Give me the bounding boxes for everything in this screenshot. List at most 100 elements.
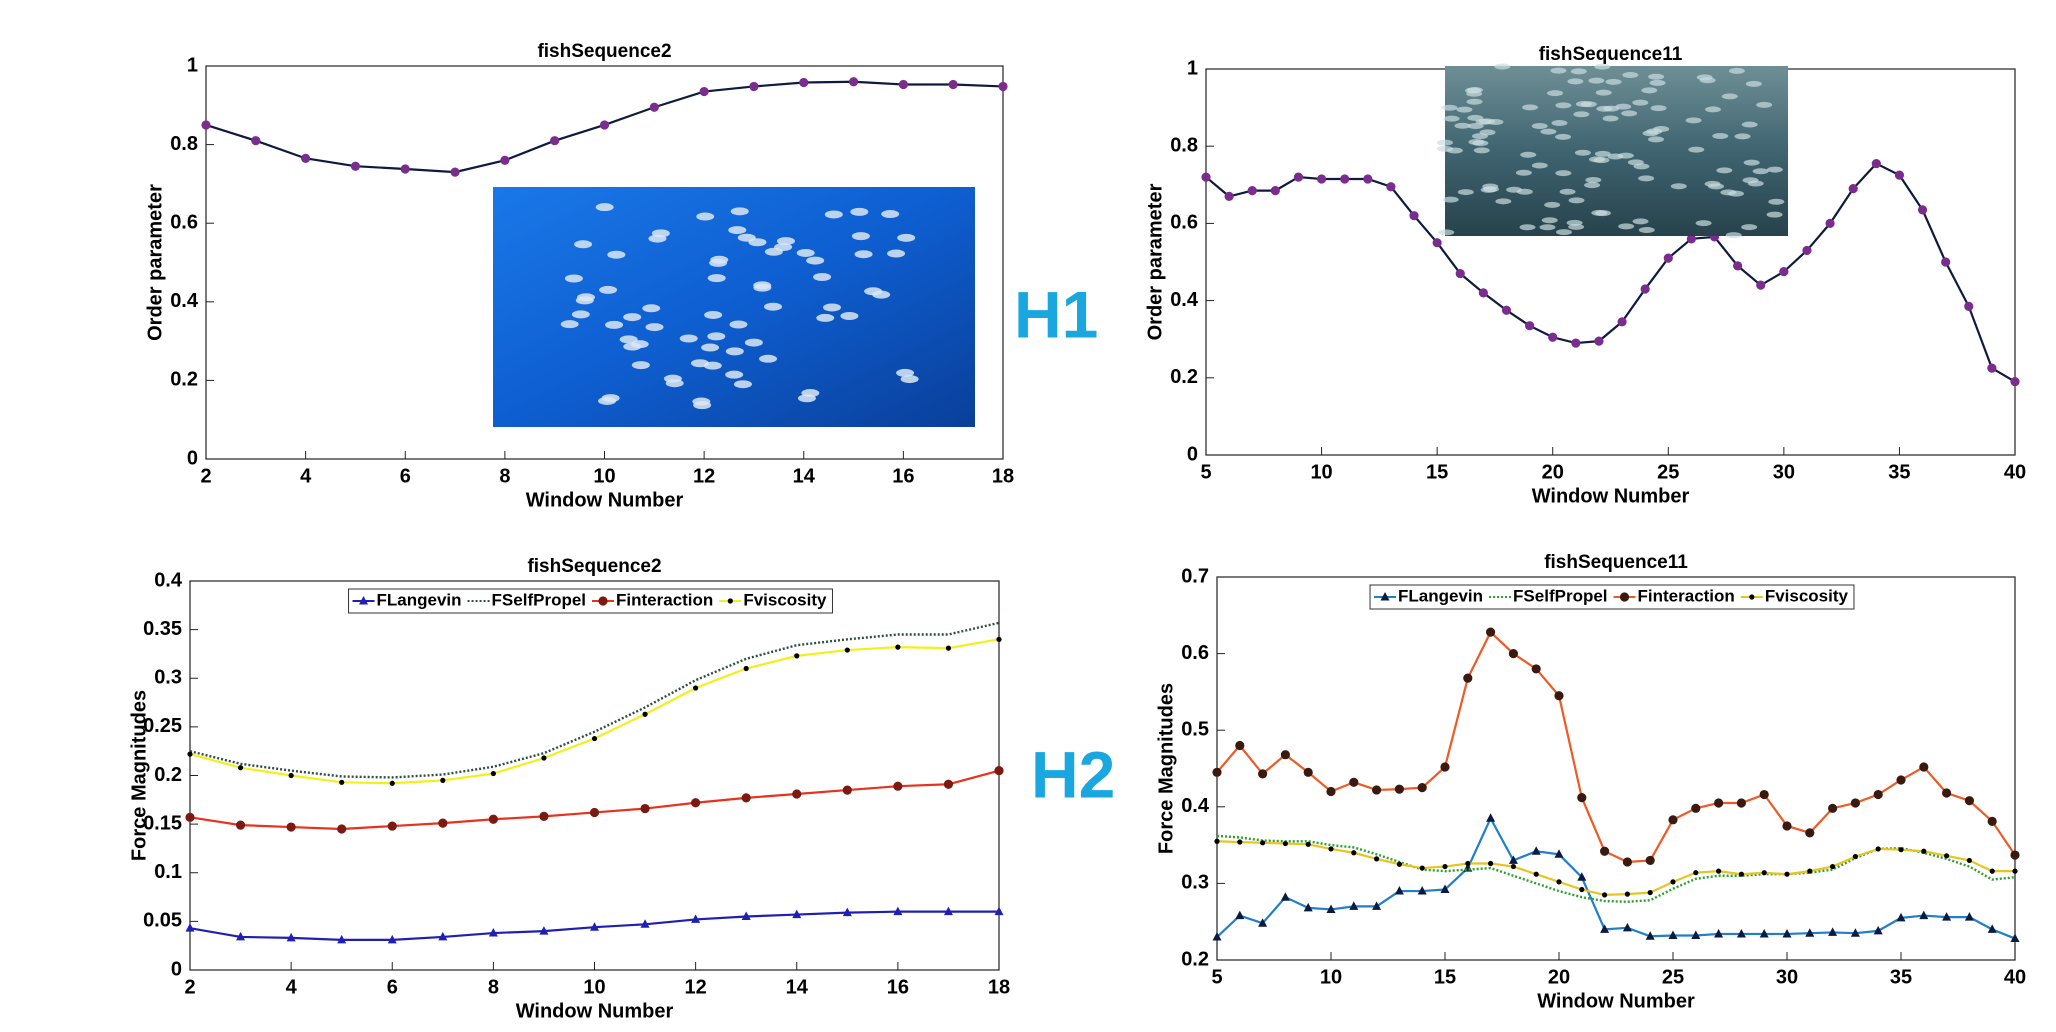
- marker: [1943, 789, 1951, 797]
- x-tick-label: 35: [1890, 966, 1912, 988]
- fish: [1622, 72, 1638, 78]
- marker: [1235, 911, 1244, 920]
- x-tick-label: 12: [693, 465, 715, 487]
- marker: [1283, 841, 1288, 846]
- fish: [1632, 100, 1648, 106]
- fish: [1639, 227, 1655, 233]
- x-tick-label: 10: [593, 465, 615, 487]
- y-axis-label: Force Magnitudes: [1155, 683, 1177, 854]
- marker: [289, 773, 294, 778]
- marker: [2012, 869, 2017, 874]
- x-tick-label: 18: [988, 976, 1010, 998]
- fish: [704, 311, 722, 319]
- fish: [561, 320, 579, 328]
- legend: FLangevinFSelfPropelFinteractionFviscosi…: [1370, 585, 1854, 609]
- x-tick-label: 16: [887, 976, 909, 998]
- series-line: [1217, 818, 2015, 938]
- fish: [850, 208, 868, 216]
- marker: [388, 822, 396, 830]
- fish: [728, 226, 746, 234]
- chart-title: fishSequence11: [1544, 552, 1688, 573]
- panel-label: H2: [1031, 737, 1115, 811]
- y-tick-label: 0: [171, 958, 182, 980]
- marker: [1271, 187, 1279, 195]
- marker: [1876, 846, 1881, 851]
- fish: [1648, 74, 1664, 80]
- x-tick-label: 4: [300, 465, 312, 487]
- fish: [1588, 78, 1604, 84]
- fish: [1560, 189, 1576, 195]
- y-tick-label: 0.8: [1170, 134, 1198, 156]
- y-tick-label: 0.8: [170, 133, 198, 155]
- fish: [623, 313, 641, 321]
- marker: [1895, 171, 1903, 179]
- fish: [1606, 79, 1622, 85]
- fish: [806, 257, 824, 265]
- marker: [1965, 302, 1973, 310]
- y-tick-label: 0.05: [143, 910, 182, 932]
- x-tick-label: 14: [793, 465, 816, 487]
- marker: [1341, 175, 1349, 183]
- fish: [1551, 120, 1567, 126]
- fish: [1442, 105, 1458, 111]
- marker: [894, 782, 902, 790]
- fish: [1741, 224, 1757, 230]
- x-tick-label: 8: [499, 465, 510, 487]
- marker: [351, 162, 359, 170]
- marker: [692, 799, 700, 807]
- marker: [1990, 869, 1995, 874]
- y-tick-label: 0.4: [1170, 289, 1199, 311]
- marker: [1418, 784, 1426, 792]
- marker: [1687, 235, 1695, 243]
- fish: [1705, 181, 1721, 187]
- marker: [1487, 628, 1495, 636]
- legend-label: Finteraction: [1638, 586, 1735, 605]
- fish: [1767, 167, 1783, 173]
- marker: [700, 88, 708, 96]
- marker: [1488, 861, 1493, 866]
- marker: [1921, 849, 1926, 854]
- fish: [1465, 87, 1481, 93]
- marker: [1806, 829, 1814, 837]
- marker: [1259, 770, 1267, 778]
- marker: [1623, 858, 1631, 866]
- marker: [1572, 339, 1580, 347]
- fish: [1648, 136, 1664, 142]
- fish: [1506, 187, 1522, 193]
- fish: [1555, 134, 1571, 140]
- fish: [1571, 68, 1587, 74]
- marker: [1456, 270, 1464, 278]
- marker: [186, 923, 195, 932]
- marker: [591, 808, 599, 816]
- marker: [2011, 378, 2019, 386]
- marker: [996, 637, 1001, 642]
- fish: [1621, 110, 1637, 116]
- legend-label: Fviscosity: [1765, 586, 1849, 605]
- marker: [202, 121, 210, 129]
- x-tick-label: 10: [1320, 966, 1342, 988]
- fish: [1767, 212, 1783, 218]
- fish: [680, 335, 698, 343]
- marker: [1509, 650, 1517, 658]
- marker: [1942, 258, 1950, 266]
- marker: [1849, 185, 1857, 193]
- marker: [1874, 791, 1882, 799]
- marker: [1965, 797, 1973, 805]
- x-tick-label: 12: [685, 976, 707, 998]
- panel-label: H1: [1014, 277, 1098, 351]
- marker: [287, 823, 295, 831]
- legend-label: FSelfPropel: [492, 590, 586, 609]
- fish: [1742, 122, 1758, 128]
- marker: [1618, 318, 1626, 326]
- marker: [642, 712, 647, 717]
- marker: [489, 815, 497, 823]
- marker: [845, 647, 850, 652]
- marker: [1693, 870, 1698, 875]
- marker: [1260, 840, 1265, 845]
- y-tick-label: 0.7: [1181, 565, 1209, 587]
- y-tick-label: 0: [187, 447, 198, 469]
- fish: [1468, 139, 1484, 145]
- fish: [734, 380, 752, 388]
- marker: [1532, 665, 1540, 673]
- fish: [1638, 175, 1654, 181]
